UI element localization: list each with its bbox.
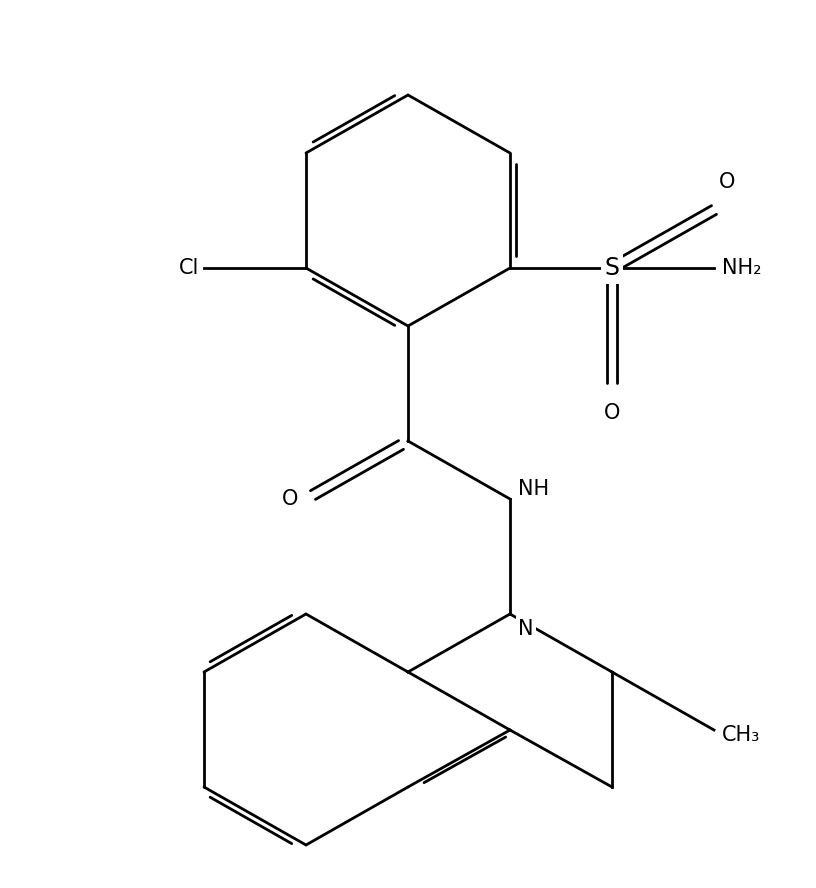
Text: S: S: [605, 256, 619, 280]
Text: NH: NH: [518, 479, 549, 499]
Text: O: O: [282, 489, 298, 509]
Text: NH₂: NH₂: [722, 258, 761, 278]
Text: N: N: [518, 619, 534, 639]
Text: O: O: [604, 403, 620, 423]
Text: Cl: Cl: [179, 258, 199, 278]
Text: O: O: [719, 172, 735, 192]
Text: CH₃: CH₃: [722, 725, 761, 745]
